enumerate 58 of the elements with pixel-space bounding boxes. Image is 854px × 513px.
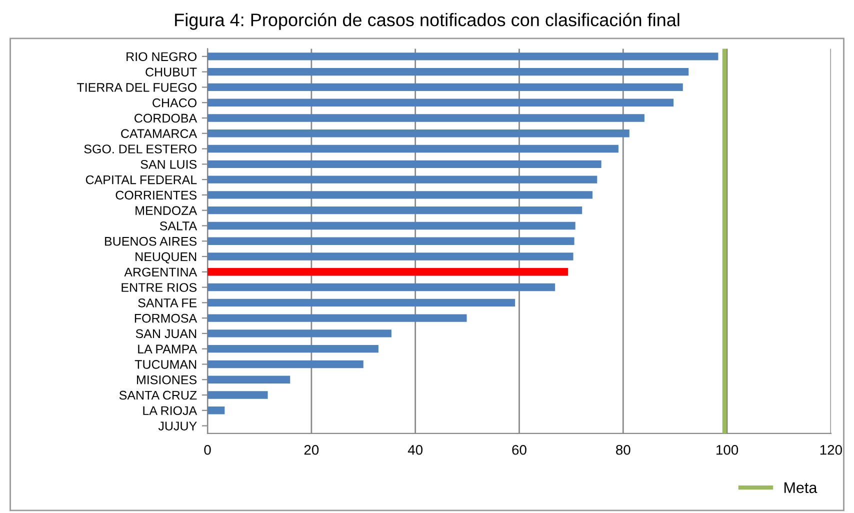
bar xyxy=(208,314,467,322)
legend-label: Meta xyxy=(784,482,818,494)
bar xyxy=(208,68,689,76)
bar xyxy=(208,191,592,199)
bar xyxy=(208,406,225,414)
bar xyxy=(208,391,268,399)
bar xyxy=(208,268,568,276)
x-tick-label: 120 xyxy=(820,444,842,455)
y-tick-label: FORMOSA xyxy=(134,314,198,323)
bar xyxy=(208,98,674,106)
y-tick-label: RIO NEGRO xyxy=(126,52,197,62)
y-tick-label: ARGENTINA xyxy=(124,268,198,277)
y-tick-label: NEUQUEN xyxy=(136,252,196,264)
y-tick-label: SANTA FE xyxy=(138,298,197,308)
bar xyxy=(208,83,683,92)
x-tick-label: 0 xyxy=(204,444,211,455)
bar xyxy=(208,360,364,368)
y-tick-label: MENDOZA xyxy=(136,206,198,215)
y-tick-label: SAN LUIS xyxy=(140,160,197,169)
y-tick-label: CHACO xyxy=(152,98,197,108)
y-tick-label: TIERRA DEL FUEGO xyxy=(77,83,197,92)
bar xyxy=(208,237,574,245)
bar xyxy=(208,330,392,338)
y-tick-label: SANTA CRUZ xyxy=(119,390,197,400)
y-tick-label: CORRIENTES xyxy=(116,190,197,200)
y-tick-label: LA RIOJA xyxy=(143,406,198,416)
y-tick-label: SALTA xyxy=(160,222,198,230)
y-tick-label: CATAMARCA xyxy=(121,129,198,138)
bar xyxy=(208,252,574,260)
x-tick-label: 80 xyxy=(616,444,630,455)
y-tick-label: TUCUMAN xyxy=(134,360,196,369)
bar xyxy=(208,222,576,230)
x-tick-label: 20 xyxy=(304,444,319,455)
bar xyxy=(208,160,602,168)
bar xyxy=(208,130,630,138)
y-tick-label: ENTRE RIOS xyxy=(122,283,197,292)
bar xyxy=(208,52,718,60)
y-tick-label: CHUBUT xyxy=(146,68,197,76)
chart-title: Figura 4: Proporción de casos notificados con clasificación final xyxy=(175,12,680,30)
bar xyxy=(208,144,618,153)
y-tick-label: LA PAMPA xyxy=(138,344,198,354)
y-tick-label: CAPITAL FEDERAL xyxy=(86,175,197,184)
y-tick-label: JUJUY xyxy=(158,422,197,430)
bar xyxy=(208,283,556,292)
bar xyxy=(208,176,598,184)
y-tick-label: SAN JUAN xyxy=(136,329,196,338)
bar xyxy=(208,114,644,122)
bar xyxy=(208,298,516,307)
y-tick-label: CORDOBA xyxy=(134,114,198,123)
y-tick-label: SGO. DEL ESTERO xyxy=(84,144,197,154)
bar xyxy=(208,376,290,384)
y-tick-label: BUENOS AIRES xyxy=(105,236,197,246)
x-tick-label: 60 xyxy=(512,444,526,455)
y-tick-label: MISIONES xyxy=(137,375,197,384)
bar xyxy=(208,206,582,214)
x-tick-label: 100 xyxy=(716,444,738,455)
bar xyxy=(208,344,378,353)
x-tick-label: 40 xyxy=(408,444,423,455)
